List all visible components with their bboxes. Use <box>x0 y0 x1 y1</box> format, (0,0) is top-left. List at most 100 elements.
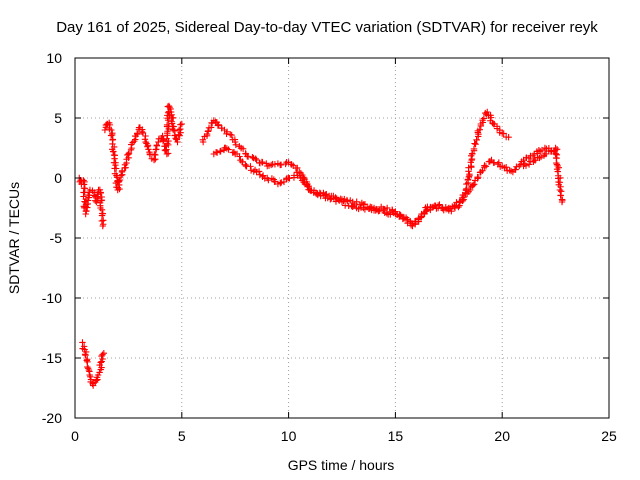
y-tick-label: -10 <box>42 290 62 306</box>
data-point <box>244 153 252 160</box>
data-point <box>556 186 564 194</box>
data-point <box>252 155 259 162</box>
data-point <box>165 150 172 157</box>
data-points <box>76 102 566 389</box>
data-point <box>215 121 222 128</box>
data-point <box>396 213 403 220</box>
data-point <box>125 149 133 157</box>
data-point <box>83 207 90 215</box>
data-point <box>225 146 232 153</box>
data-point <box>232 138 239 146</box>
data-point <box>310 187 318 194</box>
data-point <box>79 339 86 346</box>
data-point <box>170 126 177 134</box>
data-point <box>286 175 293 182</box>
data-point <box>358 199 366 207</box>
data-point <box>470 181 478 188</box>
data-point <box>525 161 533 168</box>
data-point <box>98 217 106 225</box>
data-point <box>553 159 560 167</box>
data-point <box>314 191 321 199</box>
data-point <box>176 132 183 139</box>
data-point <box>361 206 369 213</box>
data-point <box>144 143 151 150</box>
data-point <box>558 198 566 206</box>
data-point <box>213 149 221 156</box>
data-point <box>469 181 477 189</box>
data-point <box>165 102 173 110</box>
data-point <box>93 377 100 384</box>
data-point <box>97 359 104 366</box>
chart-title: Day 161 of 2025, Sidereal Day-to-day VTE… <box>56 19 598 36</box>
data-point <box>247 163 254 170</box>
data-point <box>112 179 120 187</box>
data-point <box>163 135 171 142</box>
data-point <box>517 161 524 168</box>
data-point <box>112 165 120 172</box>
grid-lines <box>75 58 609 418</box>
data-point <box>474 174 482 181</box>
data-point <box>429 204 436 211</box>
data-point <box>383 210 390 217</box>
data-point <box>116 176 124 184</box>
data-point <box>175 126 183 134</box>
data-point <box>536 154 543 162</box>
data-point <box>90 192 98 199</box>
data-point <box>421 210 428 218</box>
data-point <box>259 159 266 166</box>
data-point <box>97 189 104 197</box>
data-point <box>470 145 478 153</box>
data-point <box>455 203 462 211</box>
data-point <box>108 126 115 134</box>
data-point <box>199 136 207 144</box>
data-point <box>83 357 90 364</box>
data-point <box>460 193 468 201</box>
data-point <box>163 121 171 129</box>
data-point <box>228 131 235 139</box>
x-axis-ticks: 0 5 10 15 20 25 <box>71 58 617 444</box>
data-point <box>100 350 108 357</box>
y-tick-label: -20 <box>42 410 62 426</box>
data-point <box>303 181 311 189</box>
data-point <box>349 203 356 210</box>
data-point <box>277 161 285 169</box>
data-point <box>513 163 520 170</box>
data-point <box>493 125 501 132</box>
data-point <box>164 109 172 116</box>
data-point <box>107 132 115 139</box>
data-point <box>155 138 162 146</box>
data-point <box>117 172 125 179</box>
data-point <box>472 141 479 148</box>
x-tick-label: 10 <box>281 428 297 444</box>
data-point <box>465 173 473 181</box>
data-point <box>436 201 443 208</box>
data-point <box>99 222 106 230</box>
data-point <box>222 144 229 151</box>
data-point <box>481 162 488 169</box>
data-point <box>80 177 87 184</box>
data-point <box>239 158 246 165</box>
data-point <box>255 168 263 175</box>
data-point <box>236 153 243 160</box>
data-point <box>101 126 109 134</box>
data-point <box>173 136 180 143</box>
data-point <box>170 114 177 121</box>
data-point <box>142 138 149 146</box>
data-point <box>506 167 513 174</box>
x-tick-label: 15 <box>388 428 404 444</box>
y-axis-ticks: -20 -15 -10 -5 0 5 10 <box>42 50 609 426</box>
data-point <box>112 161 119 169</box>
data-point <box>336 197 343 204</box>
data-point <box>84 197 92 204</box>
data-point <box>476 126 483 133</box>
data-point <box>227 131 234 138</box>
data-point <box>338 198 346 206</box>
data-point <box>152 151 159 159</box>
data-point <box>502 164 510 171</box>
data-point <box>383 204 391 212</box>
data-point <box>150 156 158 164</box>
x-tick-label: 25 <box>601 428 617 444</box>
data-point <box>553 146 561 153</box>
data-point <box>340 198 347 205</box>
